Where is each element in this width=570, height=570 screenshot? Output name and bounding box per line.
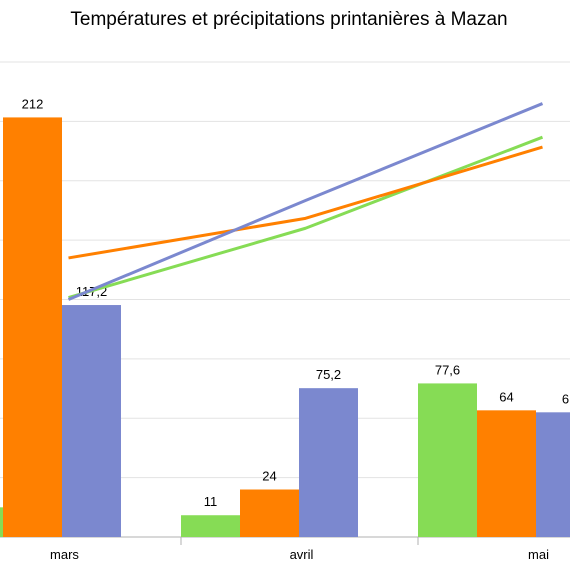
bar bbox=[477, 410, 536, 537]
line-series bbox=[68, 145, 543, 260]
x-tick-label: mai bbox=[528, 547, 549, 562]
bar bbox=[299, 388, 358, 537]
bar-data-label: 6 bbox=[562, 391, 569, 406]
chart-title: Températures et précipitations printaniè… bbox=[70, 9, 508, 30]
line-series bbox=[68, 135, 544, 299]
x-tick-label: avril bbox=[290, 547, 314, 562]
bar bbox=[181, 515, 240, 537]
bar bbox=[0, 507, 3, 537]
bar bbox=[240, 489, 299, 537]
bar bbox=[418, 383, 477, 537]
x-tick-label: mars bbox=[50, 547, 79, 562]
bar bbox=[62, 305, 121, 537]
bar-data-label: 212 bbox=[22, 96, 44, 111]
bar-data-label: 77,6 bbox=[435, 362, 460, 377]
bar bbox=[3, 117, 62, 538]
bar-data-label: 64 bbox=[499, 389, 513, 404]
line-series bbox=[67, 102, 544, 301]
bar-data-label: 75,2 bbox=[316, 367, 341, 382]
bar-data-label: 11 bbox=[204, 494, 218, 509]
bar-data-label: 24 bbox=[262, 469, 276, 484]
bar bbox=[536, 412, 570, 537]
